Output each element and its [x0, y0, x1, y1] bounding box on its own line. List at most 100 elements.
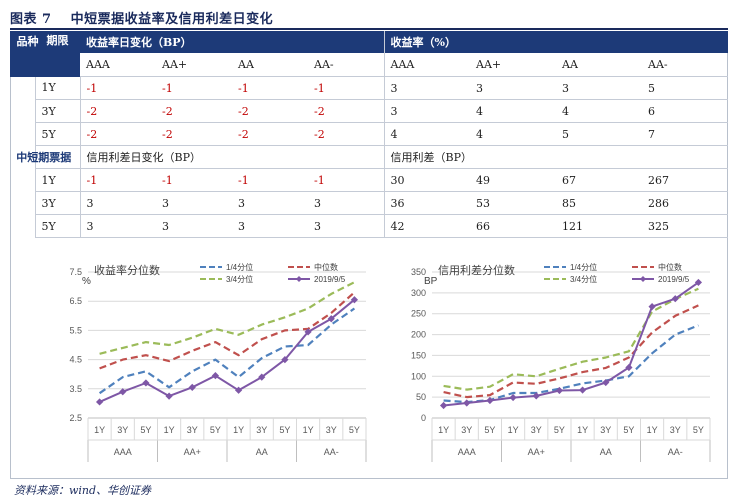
table-row: 3Y 3 3 3 3 36 53 85 286: [10, 191, 728, 215]
rating-cell: AA-: [642, 53, 728, 77]
data-table: 品种 期限 收益率日变化（BP） 收益率（%） AAA AA+ AA AA- A…: [10, 31, 728, 238]
value-cell: -2: [308, 122, 384, 146]
data-point: [509, 393, 517, 402]
value-cell: 36: [383, 191, 470, 215]
legend-label: 中位数: [658, 262, 682, 272]
data-point: [234, 386, 243, 394]
x-tick-label: 5Y: [554, 425, 565, 435]
value-cell: 121: [556, 214, 642, 238]
x-tick-label: 3Y: [187, 425, 198, 435]
value-cell: 3: [156, 214, 232, 238]
series-line: [99, 291, 356, 370]
data-point: [671, 295, 679, 303]
legend-label: 中位数: [314, 262, 338, 272]
table-row: 中短期票据 1Y -1 -1 -1 -1 3 3 3 5: [10, 76, 728, 238]
value-cell: 3: [80, 214, 156, 238]
value-cell: 3: [556, 76, 642, 100]
data-point: [486, 396, 494, 405]
data-point: [439, 401, 448, 410]
value-cell: 42: [383, 214, 470, 238]
figure-title-text: 中短票据收益率及信用利差日变化: [70, 12, 274, 27]
figure-number: 图表 7: [10, 12, 52, 27]
y-tick-label: 150: [411, 350, 426, 360]
chart-title: 信用利差分位数: [438, 263, 515, 277]
x-tick-label: 3Y: [326, 425, 337, 435]
legend-label: 3/4分位: [226, 274, 253, 284]
legend-label: 2019/9/5: [314, 275, 346, 284]
rating-cell: AAA: [80, 53, 156, 77]
value-cell: -1: [80, 168, 156, 192]
value-cell: 3: [232, 191, 308, 215]
series-line: [443, 287, 699, 391]
legend-label: 1/4分位: [226, 262, 253, 272]
value-cell: 4: [470, 122, 556, 146]
data-point: [602, 378, 610, 387]
value-cell: 3: [156, 191, 232, 215]
value-cell: 3: [383, 76, 470, 100]
data-point: [694, 278, 703, 287]
value-cell: -1: [156, 168, 232, 192]
x-tick-label: 3Y: [256, 425, 267, 435]
value-cell: -1: [232, 168, 308, 192]
chart-svg: 0 50 100 150 200 250 300 350 1Y 3Y 5Y 1Y 3Y 5Y 1Y 3Y 5Y 1…: [411, 262, 711, 462]
y-tick-label: 7.5: [69, 267, 82, 277]
table-row: 3Y -2 -2 -2 -2 3 4 4 6: [10, 99, 728, 123]
value-cell: 6: [642, 99, 728, 123]
term-cell: 5Y: [35, 122, 81, 146]
y-tick-label: 100: [411, 371, 426, 381]
yield-header: 收益率（%）: [383, 31, 728, 53]
value-cell: 67: [556, 168, 642, 192]
data-point: [532, 392, 540, 400]
value-cell: 66: [470, 214, 556, 238]
table-row: 5Y -2 -2 -2 -2 4 4 5 7: [10, 122, 728, 146]
legend-marker: [640, 276, 646, 282]
x-tick-label: 1Y: [303, 425, 314, 435]
x-group-label: AA+: [528, 447, 545, 457]
series-line: [98, 307, 356, 395]
x-tick-label: 3Y: [461, 425, 472, 435]
rating-cell: AA: [232, 53, 308, 77]
rating-row: AAA AA+ AA AA- AAA AA+ AA AA-: [10, 53, 728, 77]
rating-cell: AA: [556, 53, 642, 77]
y-tick-label: 5.5: [69, 325, 82, 335]
value-cell: 4: [470, 99, 556, 123]
term-cell: 3Y: [35, 191, 81, 215]
value-cell: 3: [232, 214, 308, 238]
x-group-label: AAA: [458, 447, 476, 457]
x-tick-label: 1Y: [94, 425, 105, 435]
table-row: 5Y 3 3 3 3 42 66 121 325: [10, 214, 728, 238]
y-tick-label: 350: [411, 267, 426, 277]
x-tick-label: 1Y: [508, 425, 519, 435]
value-cell: 325: [642, 214, 728, 238]
x-tick-label: 3Y: [670, 425, 681, 435]
value-cell: 3: [470, 76, 556, 100]
x-group-label: AA-: [324, 447, 339, 457]
data-point: [258, 373, 266, 381]
data-point: [463, 399, 471, 407]
x-tick-label: 5Y: [349, 425, 360, 435]
x-tick-label: 5Y: [279, 425, 290, 435]
x-tick-label: 1Y: [577, 425, 588, 435]
value-cell: 3: [383, 99, 470, 123]
term-cell-empty: [35, 145, 81, 169]
value-cell: 7: [642, 122, 728, 146]
value-cell: -1: [308, 76, 384, 100]
spread-header-row: 信用利差日变化（BP） 信用利差（BP）: [10, 145, 728, 169]
legend-label: 1/4分位: [570, 262, 597, 272]
table-header-row: 品种 期限 收益率日变化（BP） 收益率（%）: [10, 31, 728, 77]
series-line: [443, 281, 699, 407]
x-group-label: AA+: [184, 447, 201, 457]
data-point: [95, 398, 104, 406]
term-cell: 3Y: [35, 99, 81, 123]
value-cell: -2: [308, 99, 384, 123]
y-tick-label: 3.5: [69, 384, 82, 394]
value-cell: 3: [80, 191, 156, 215]
yield-quantile-chart: 2.5 3.5 4.5 5.5 6.5 7.5 1Y 3Y 5Y 1Y 3Y 5Y 1Y 3Y 5Y 1Y 3Y…: [42, 250, 378, 470]
value-cell: -1: [308, 168, 384, 192]
y-tick-label: 6.5: [69, 296, 82, 306]
x-tick-label: 5Y: [484, 425, 495, 435]
value-cell: 286: [642, 191, 728, 215]
value-cell: -1: [80, 76, 156, 100]
x-tick-label: 5Y: [623, 425, 634, 435]
x-tick-label: 3Y: [531, 425, 542, 435]
